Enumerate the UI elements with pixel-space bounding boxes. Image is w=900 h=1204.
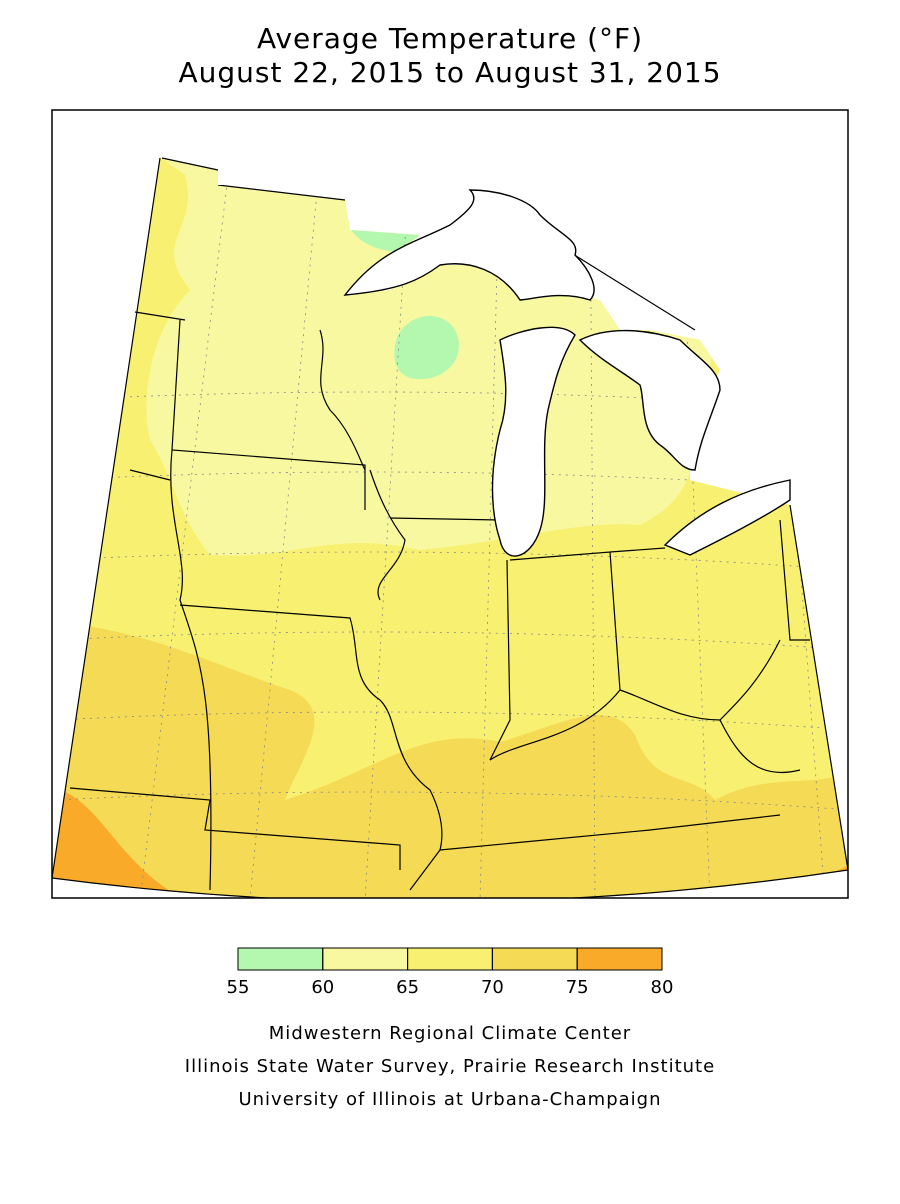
lake-huron — [578, 329, 721, 471]
map-frame — [51, 109, 849, 899]
lake-erie — [663, 479, 791, 556]
legend: 55 60 65 70 75 80 — [227, 947, 674, 998]
legend-tick-label: 80 — [651, 977, 674, 998]
credit: Illinois State Water Survey, Prairie Res… — [185, 1056, 715, 1077]
title: Average Temperature (°F) — [257, 22, 643, 55]
legend-swatch — [407, 947, 493, 971]
map — [52, 157, 848, 898]
lake-superior — [343, 189, 595, 301]
legend-swatch — [491, 947, 578, 971]
legend-tick-label: 75 — [566, 977, 589, 998]
zone-55-60 — [394, 315, 459, 380]
legend-swatch — [237, 947, 324, 971]
credit: University of Illinois at Urbana-Champai… — [238, 1089, 661, 1110]
legend-tick-label: 70 — [481, 977, 504, 998]
state-borders — [52, 157, 848, 898]
legend-tick-label: 65 — [396, 977, 419, 998]
legend-tick-label: 55 — [227, 977, 250, 998]
zone-75-80 — [52, 785, 185, 898]
lakes — [343, 189, 791, 557]
legend-tick-label: 60 — [311, 977, 334, 998]
legend-swatch — [322, 947, 409, 971]
zone-70-75 — [52, 620, 848, 898]
graticule — [54, 159, 848, 898]
subtitle: August 22, 2015 to August 31, 2015 — [178, 56, 721, 89]
lake-michigan — [491, 326, 576, 557]
canada-gap — [218, 170, 345, 185]
legend-swatch — [576, 947, 663, 971]
credit: Midwestern Regional Climate Center — [269, 1023, 631, 1044]
